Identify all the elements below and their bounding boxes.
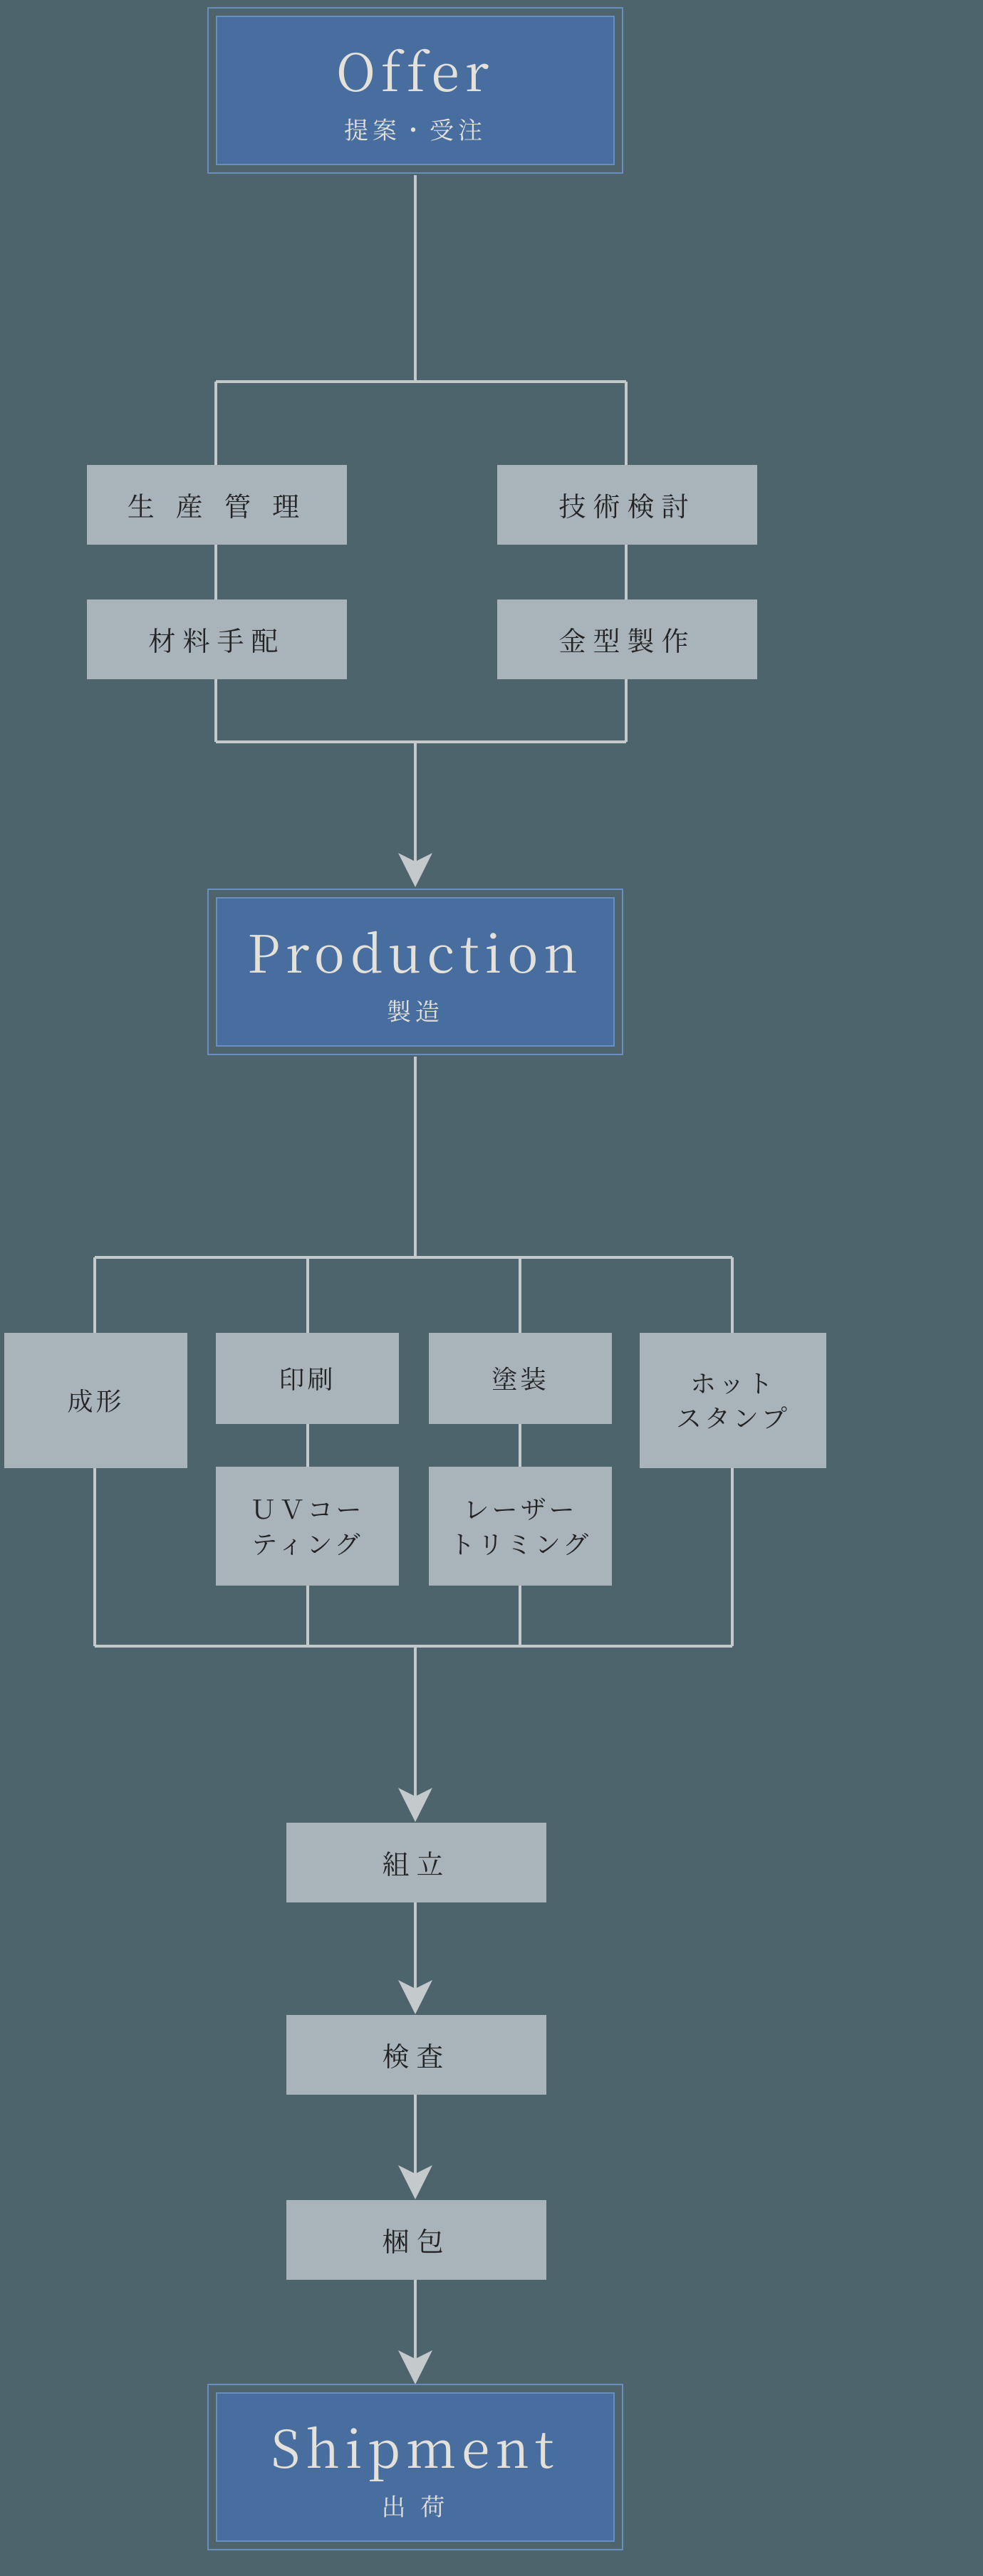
node-production-control: 生 産 管 理 (87, 465, 347, 545)
node-mold-production: 金型製作 (497, 600, 757, 679)
node-inspection: 検査 (286, 2015, 546, 2095)
node-label: 材料手配 (148, 621, 285, 657)
node-label: 印刷 (279, 1361, 336, 1396)
node-painting: 塗装 (429, 1333, 612, 1424)
stage-production-subtitle: 製造 (387, 995, 444, 1026)
node-label: ホット スタンプ (676, 1366, 790, 1435)
node-uv-coating: ＵＶコー ティング (216, 1467, 399, 1586)
node-packaging: 梱包 (286, 2200, 546, 2280)
node-laser-trimming: レーザー トリミング (429, 1467, 612, 1586)
stage-shipment-title: Shipment (271, 2413, 560, 2480)
stage-production: Production 製造 (216, 897, 615, 1047)
stage-offer: Offer 提案・受注 (216, 16, 615, 165)
node-hot-stamp: ホット スタンプ (640, 1333, 826, 1468)
node-label: 技術検討 (558, 486, 695, 523)
node-label: 検査 (382, 2036, 450, 2073)
node-material-procurement: 材料手配 (87, 600, 347, 679)
node-label: レーザー トリミング (449, 1492, 591, 1561)
stage-offer-subtitle: 提案・受注 (344, 113, 487, 145)
stage-shipment: Shipment 出 荷 (216, 2392, 615, 2542)
connector-layer (0, 0, 983, 2576)
node-label: 組立 (382, 1844, 450, 1880)
stage-offer-title: Offer (336, 36, 494, 103)
node-label: 塗装 (492, 1361, 548, 1396)
node-technical-review: 技術検討 (497, 465, 757, 545)
node-label: ＵＶコー ティング (250, 1492, 364, 1561)
node-label: 生 産 管 理 (128, 486, 306, 523)
stage-shipment-subtitle: 出 荷 (382, 2490, 449, 2521)
node-label: 成形 (67, 1383, 124, 1418)
node-molding: 成形 (4, 1333, 187, 1468)
node-label: 金型製作 (558, 621, 695, 657)
node-label: 梱包 (382, 2221, 450, 2258)
node-printing: 印刷 (216, 1333, 399, 1424)
stage-production-title: Production (247, 918, 583, 985)
flowchart-canvas: Offer 提案・受注 Production 製造 Shipment 出 荷 生… (0, 0, 983, 2576)
node-assembly: 組立 (286, 1823, 546, 1902)
